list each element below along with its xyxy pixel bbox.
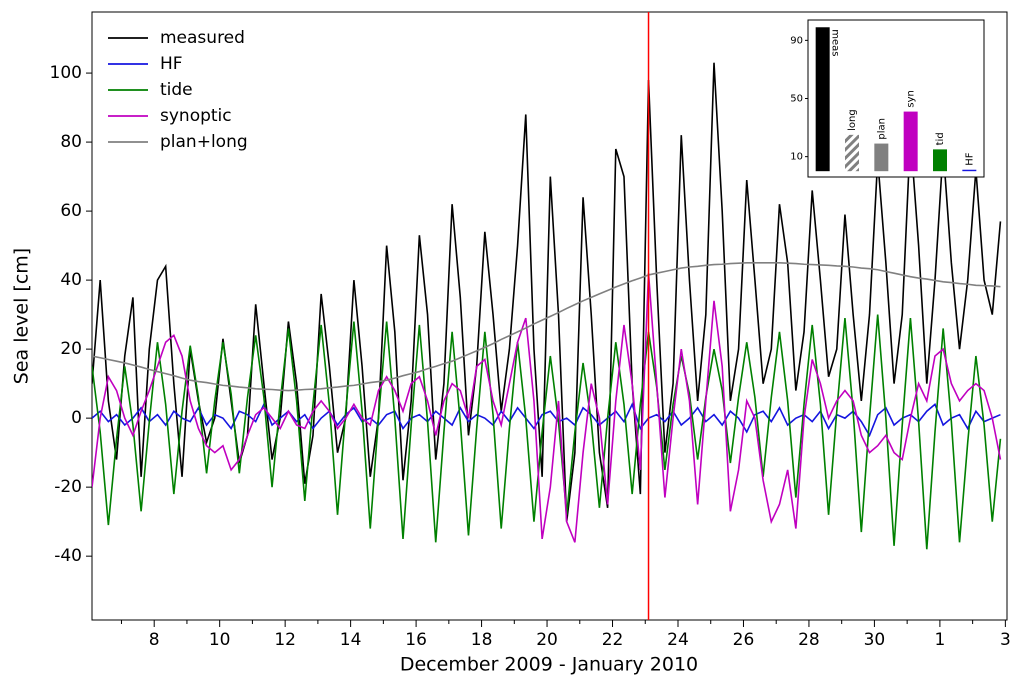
x-tick-label: 20 xyxy=(536,630,558,650)
series-line xyxy=(92,262,1001,392)
inset-bar xyxy=(815,27,830,172)
inset-bar-label: long xyxy=(847,109,858,131)
series-line xyxy=(92,273,1002,543)
y-axis-label: Sea level [cm] xyxy=(11,248,33,384)
x-tick-label: 8 xyxy=(149,630,160,650)
inset-y-tick-label: 90 xyxy=(790,35,803,46)
x-tick-label: 26 xyxy=(733,630,755,650)
x-tick-label: 14 xyxy=(340,630,362,650)
inset-bar xyxy=(933,149,947,172)
y-tick-label: 20 xyxy=(60,339,82,359)
series-line xyxy=(92,402,1001,438)
y-tick-label: -40 xyxy=(54,546,82,566)
x-tick-label: 10 xyxy=(209,630,231,650)
legend-label: tide xyxy=(160,80,193,100)
plot-area xyxy=(92,62,1002,550)
inset-bar-label: HF xyxy=(964,152,975,166)
series-line xyxy=(92,314,1002,550)
x-tick-label: 24 xyxy=(667,630,689,650)
y-tick-label: 100 xyxy=(50,63,82,83)
inset-bar xyxy=(845,134,859,172)
inset-y-tick-label: 10 xyxy=(790,152,803,163)
inset-y-tick-label: 50 xyxy=(790,94,803,105)
legend-label: HF xyxy=(160,54,183,74)
x-tick-label: 16 xyxy=(405,630,427,650)
legend-label: measured xyxy=(160,28,245,48)
x-tick-label: 18 xyxy=(471,630,493,650)
y-tick-label: 40 xyxy=(60,270,82,290)
inset-bar-label: plan xyxy=(876,118,887,140)
inset-background xyxy=(807,19,985,178)
inset-bar xyxy=(903,111,918,172)
x-tick-label: 22 xyxy=(602,630,624,650)
plot-frame xyxy=(91,11,1008,621)
inset-bar-label: meas xyxy=(830,29,841,56)
x-axis-label: December 2009 - January 2010 xyxy=(400,654,698,676)
x-tick-label: 12 xyxy=(274,630,296,650)
inset-bar xyxy=(874,143,889,172)
inset-bar-label: tid xyxy=(935,132,946,145)
y-tick-label: -20 xyxy=(54,477,82,497)
x-tick-label: 3 xyxy=(1000,630,1011,650)
inset-bar-label: syn xyxy=(906,90,917,107)
x-tick-label: 1 xyxy=(934,630,945,650)
legend-label: plan+long xyxy=(160,132,248,152)
x-tick-label: 28 xyxy=(798,630,820,650)
y-tick-label: 80 xyxy=(60,132,82,152)
x-tick-label: 30 xyxy=(864,630,886,650)
y-tick-label: 60 xyxy=(60,201,82,221)
y-tick-label: 0 xyxy=(71,408,82,428)
legend-label: synoptic xyxy=(160,106,232,126)
inset-bar xyxy=(962,169,977,172)
